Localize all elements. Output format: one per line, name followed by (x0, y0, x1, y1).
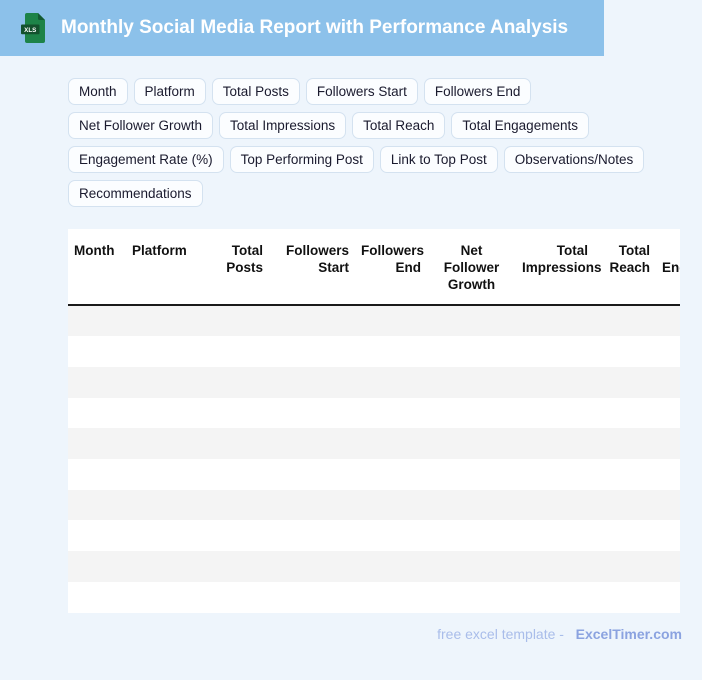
svg-text:XLS: XLS (24, 27, 36, 34)
